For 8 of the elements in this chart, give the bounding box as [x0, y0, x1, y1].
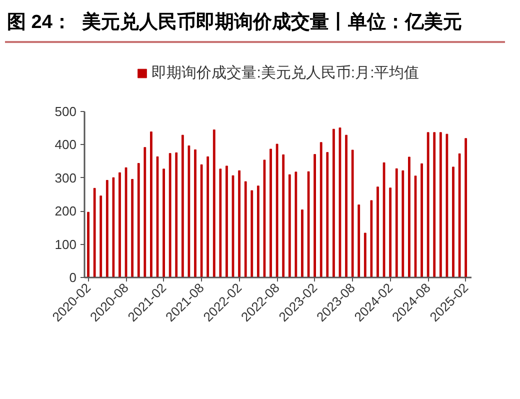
y-tick-label: 500 — [54, 104, 77, 119]
y-tick-label: 400 — [54, 137, 77, 152]
y-tick-label: 300 — [54, 170, 77, 186]
y-tick-label: 0 — [69, 270, 77, 285]
chart-title: 图 24： 美元兑人民币即期询价成交量丨单位：亿美元 — [7, 11, 462, 35]
y-tick-label: 200 — [54, 204, 77, 219]
legend-label: 即期询价成交量:美元兑人民币:月:平均值 — [152, 64, 420, 82]
y-tick-label: 100 — [54, 236, 77, 252]
